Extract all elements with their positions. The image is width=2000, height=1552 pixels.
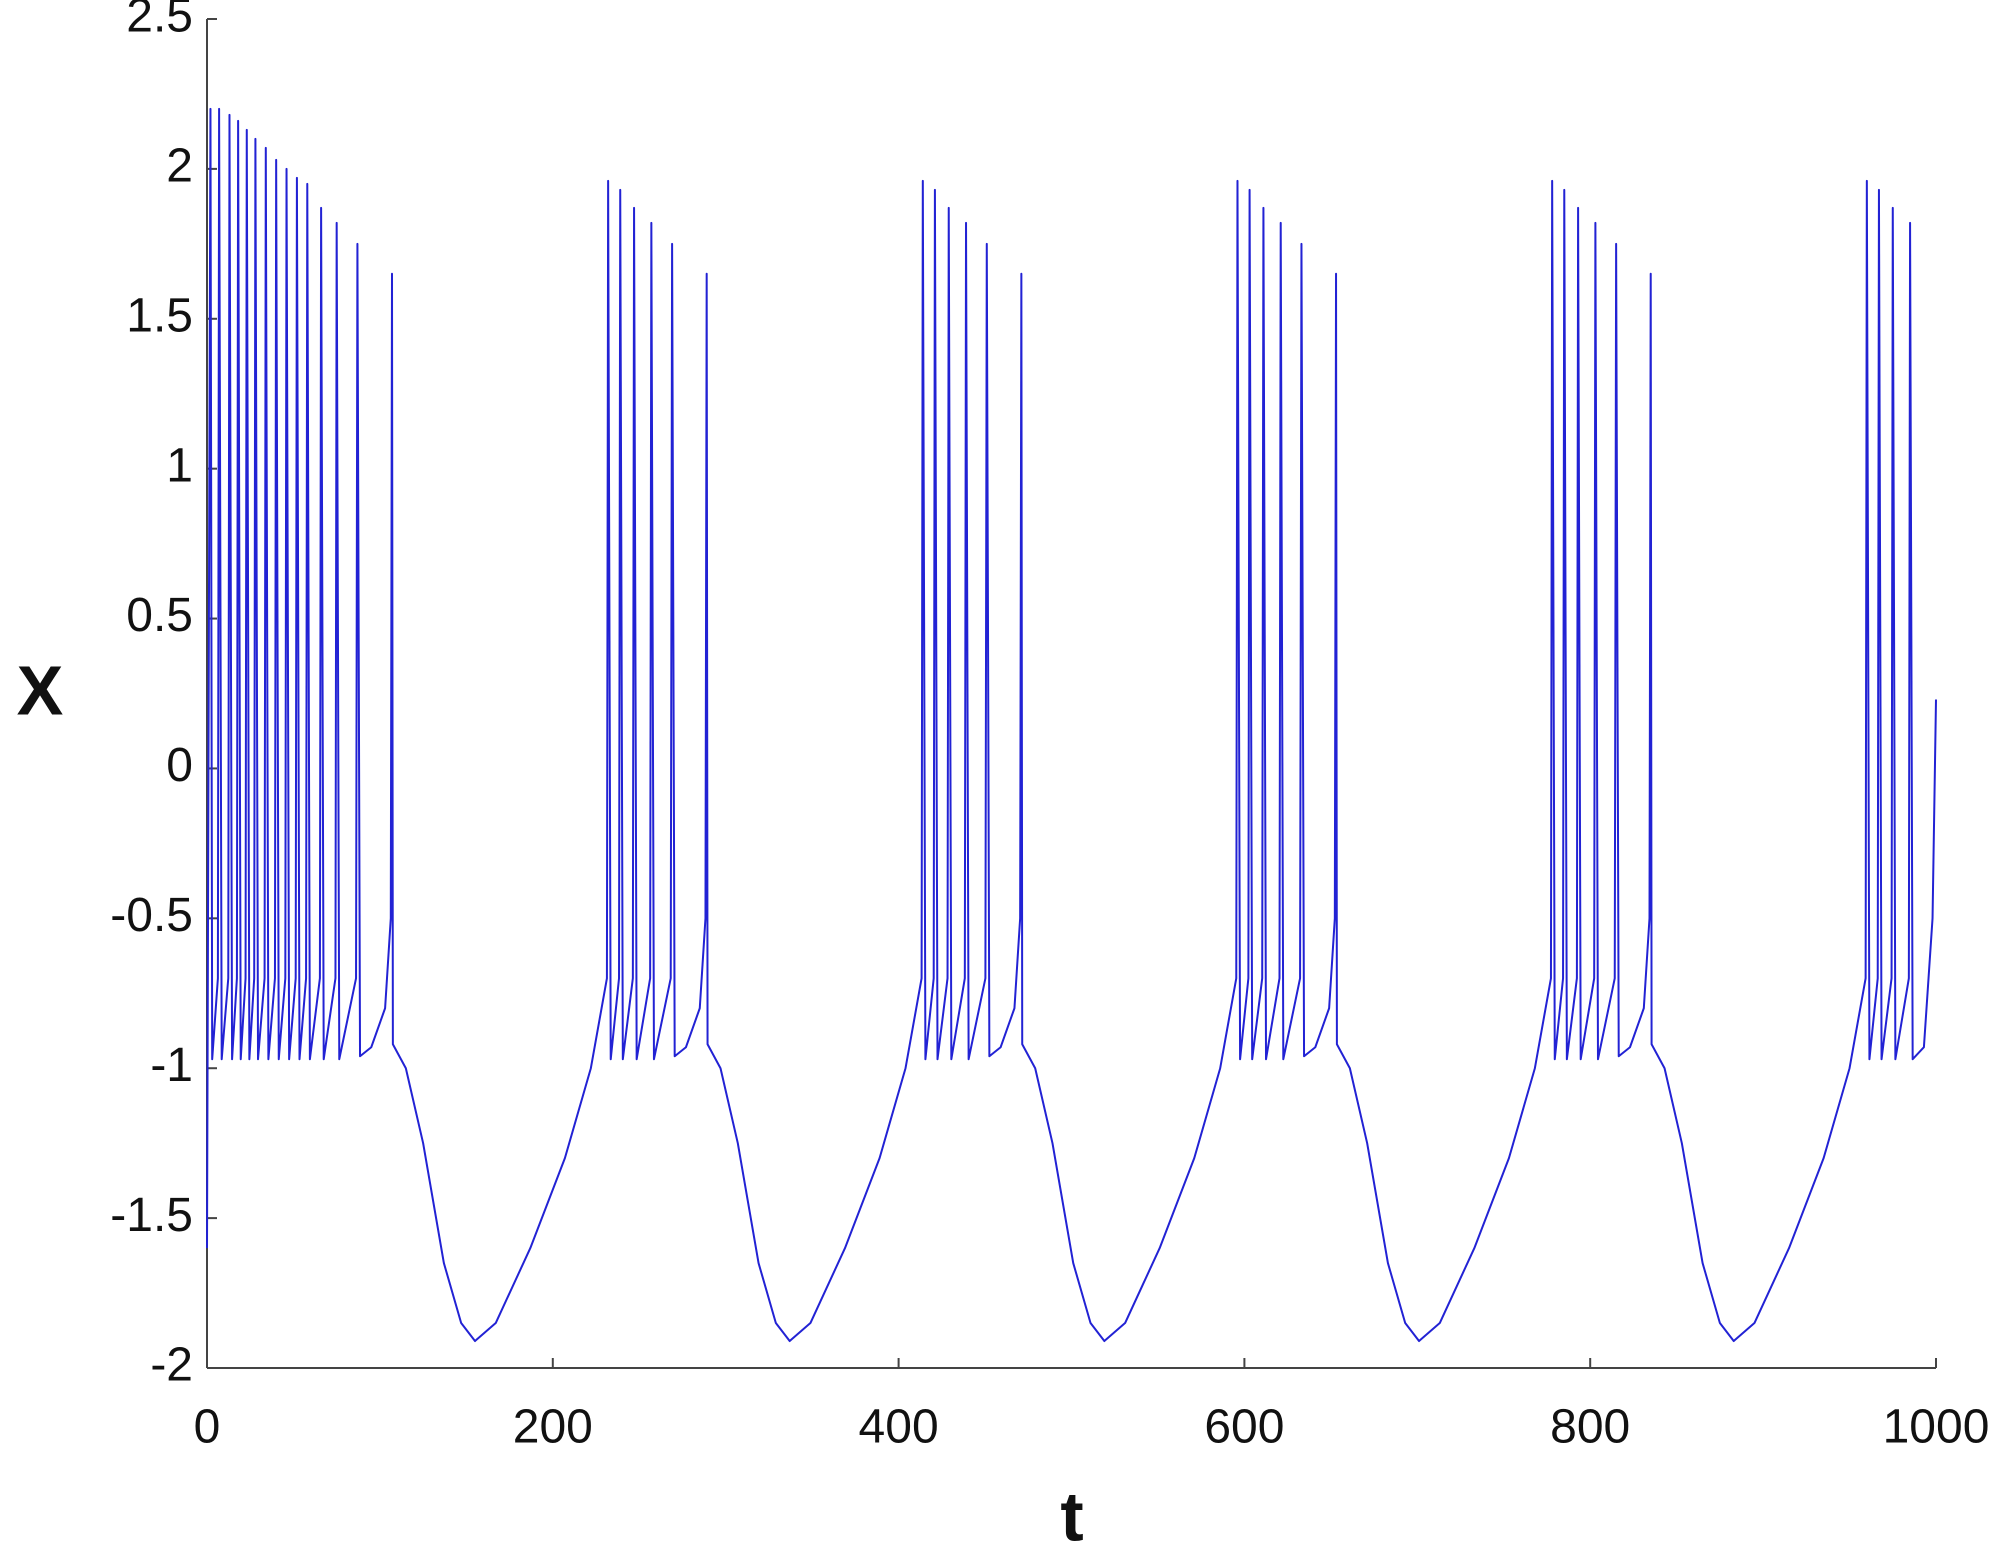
y-tick-label: -1 — [150, 1039, 193, 1092]
y-tick-label: 1 — [166, 439, 193, 492]
x-tick-label: 400 — [859, 1401, 939, 1454]
x-tick-label: 200 — [513, 1401, 593, 1454]
y-tick-label: 0 — [166, 739, 193, 792]
y-tick-label: -2 — [150, 1339, 193, 1392]
y-tick-label: -0.5 — [110, 889, 193, 942]
x-tick-label: 0 — [194, 1401, 221, 1454]
y-tick-label: 1.5 — [126, 289, 193, 342]
x-tick-label: 1000 — [1883, 1401, 1990, 1454]
y-tick-label: -1.5 — [110, 1189, 193, 1242]
y-tick-label: 2 — [166, 140, 193, 193]
x-tick-label: 800 — [1550, 1401, 1630, 1454]
y-tick-label: 2.5 — [126, 0, 193, 43]
x-axis-label: t — [1060, 1477, 1083, 1552]
x-tick-label: 600 — [1204, 1401, 1284, 1454]
data-line — [206, 107, 1937, 1343]
y-tick-label: 0.5 — [126, 589, 193, 642]
y-axis-label: X — [17, 651, 64, 729]
